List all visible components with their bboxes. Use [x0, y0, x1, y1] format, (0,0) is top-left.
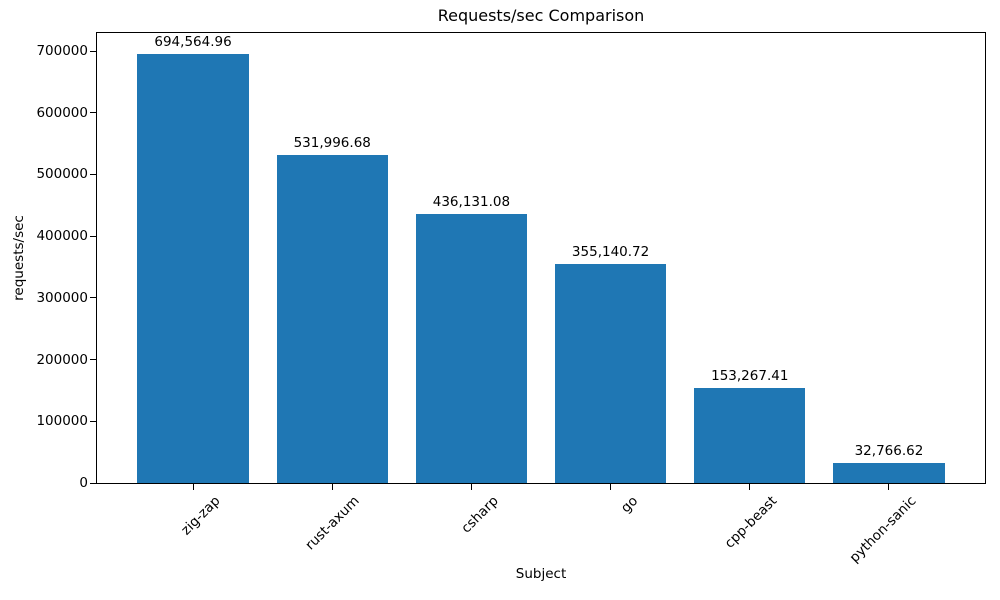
bar-csharp	[415, 213, 528, 483]
y-tick-mark	[90, 297, 96, 299]
x-tick-label: cpp-beast	[721, 493, 781, 552]
x-tick-label: csharp	[458, 493, 502, 537]
x-tick-mark	[331, 484, 333, 490]
bar-value-label: 694,564.96	[154, 34, 232, 51]
x-tick-mark	[192, 484, 194, 490]
bar-cpp-beast	[694, 388, 806, 483]
y-tick-label: 0	[79, 475, 88, 491]
y-tick-mark	[90, 482, 96, 484]
y-tick-mark	[90, 173, 96, 175]
x-tick-mark	[888, 484, 890, 490]
bar-python-sanic	[833, 462, 945, 483]
x-tick-mark	[749, 484, 751, 490]
x-tick-label: rust-axum	[302, 493, 363, 554]
y-tick-mark	[90, 235, 96, 237]
bar-value-label: 355,140.72	[571, 243, 650, 260]
y-tick-label: 400000	[36, 228, 88, 245]
bar-value-label: 32,766.62	[854, 442, 924, 459]
y-tick-label: 500000	[36, 166, 88, 183]
bar-zig-zap	[137, 54, 249, 483]
x-tick-label: go	[617, 493, 641, 517]
x-tick-mark	[610, 484, 612, 490]
y-tick-label: 300000	[36, 289, 88, 306]
y-tick-label: 600000	[36, 104, 88, 121]
y-tick-label: 200000	[36, 351, 88, 368]
x-tick-mark	[470, 484, 472, 490]
x-axis-label: Subject	[515, 566, 567, 582]
y-tick-mark	[90, 359, 96, 361]
bar-value-label: 153,267.41	[711, 368, 789, 385]
bar-rust-axum	[276, 154, 388, 483]
y-tick-mark	[90, 50, 96, 52]
chart-title: Requests/sec Comparison	[437, 6, 645, 25]
x-tick-label: zig-zap	[177, 493, 224, 539]
x-tick-label: python-sanic	[846, 493, 920, 566]
bar-go	[554, 263, 667, 483]
y-tick-mark	[90, 420, 96, 422]
y-tick-label: 700000	[36, 43, 88, 60]
y-tick-mark	[90, 112, 96, 114]
bar-value-label: 531,996.68	[293, 134, 371, 151]
y-tick-label: 100000	[36, 413, 88, 430]
bar-value-label: 436,131.08	[432, 193, 511, 210]
